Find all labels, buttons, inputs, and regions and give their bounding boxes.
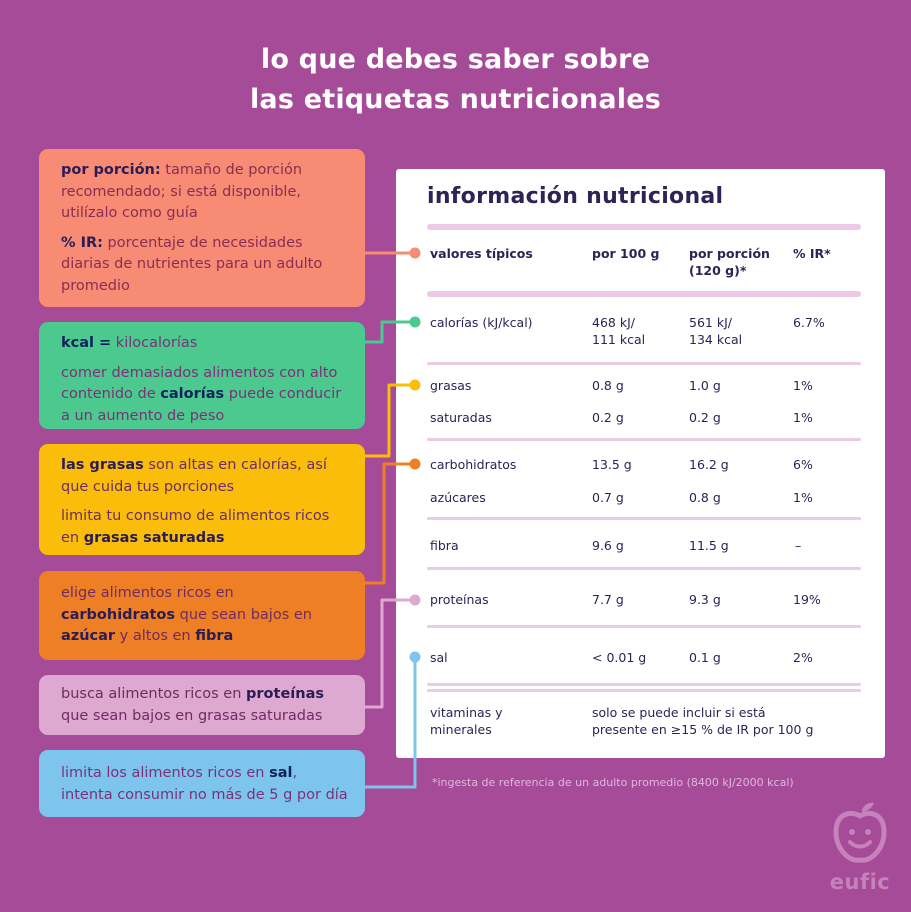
- ri-term: % IR:: [61, 234, 103, 251]
- carb-text-b: que sean bajos en: [175, 606, 312, 623]
- portion-definition: tamaño de porción recomendado; si está d…: [61, 162, 303, 221]
- row-fat-per100: 0.8 g: [592, 378, 624, 393]
- row-fibre-portion: 11.5 g: [689, 538, 729, 553]
- salt-bold: sal: [269, 765, 293, 781]
- protein-bold: proteínas: [246, 686, 324, 702]
- row-saturates-per100: 0.2 g: [592, 410, 624, 425]
- divider-after-salt-2: [427, 689, 861, 692]
- apple-smile-icon: [833, 802, 887, 863]
- row-salt-portion: 0.1 g: [689, 650, 721, 665]
- row-carbs-ri: 6%: [793, 457, 813, 472]
- row-protein-per100: 7.7 g: [592, 592, 624, 607]
- calories-per100-kj: 468 kJ/: [592, 315, 635, 330]
- logo-text: eufic: [829, 870, 891, 894]
- row-protein-portion: 9.3 g: [689, 592, 721, 607]
- row-fibre-ri: –: [795, 538, 802, 553]
- portion-info-box: por porción: tamaño de porción recomenda…: [39, 149, 365, 307]
- calories-per100-kcal: 111 kcal: [592, 332, 646, 347]
- divider-after-carbs: [427, 517, 861, 520]
- row-salt-per100: < 0.01 g: [592, 650, 647, 665]
- row-carbs-per100: 13.5 g: [592, 457, 632, 472]
- kcal-info-box: kcal = kilocalorías comer demasiados ali…: [39, 322, 365, 429]
- protein-text-a: busca alimentos ricos en: [61, 686, 247, 702]
- footnote: *ingesta de referencia de un adulto prom…: [432, 776, 794, 789]
- salt-text-a: limita los alimentos ricos en: [61, 765, 270, 781]
- row-carbs-portion: 16.2 g: [689, 457, 729, 472]
- row-saturates-ri: 1%: [793, 410, 813, 425]
- divider-after-calories: [427, 362, 861, 365]
- row-fat-label: grasas: [430, 378, 472, 393]
- divider-after-fat: [427, 438, 861, 441]
- row-salt-ri: 2%: [793, 650, 813, 665]
- vitamins-label-line1: vitaminas y: [430, 705, 503, 720]
- header-per-portion-line1: por porción: [689, 246, 770, 261]
- kcal-advice-bold: calorías: [160, 386, 225, 402]
- fat-text: son altas en calorías, así que cuida tus…: [61, 457, 327, 495]
- portion-term: por porción:: [61, 162, 161, 178]
- row-saturates-portion: 0.2 g: [689, 410, 721, 425]
- row-fat-portion: 1.0 g: [689, 378, 721, 393]
- salt-text-b: , intenta consumir no más de 5 g por día: [61, 765, 348, 803]
- fat-term: las grasas: [61, 457, 144, 473]
- row-protein-ri: 19%: [793, 592, 821, 607]
- header-divider: [427, 291, 861, 297]
- vitamins-note-line2: presente en ≥15 % de IR por 100 g: [592, 722, 814, 737]
- kcal-advice-b: puede conducir a un aumento de peso: [61, 386, 342, 424]
- row-saturates-label: saturadas: [430, 410, 492, 425]
- carb-text-a: elige alimentos ricos en: [61, 585, 234, 601]
- row-vitamins-note: solo se puede incluir si está presente e…: [592, 704, 813, 738]
- header-per-portion: por porción (120 g)*: [689, 245, 770, 279]
- kcal-term: kcal =: [61, 335, 112, 351]
- protein-info-box: busca alimentos ricos en proteínas que s…: [39, 675, 365, 735]
- fat-advice-bold: grasas saturadas: [83, 529, 225, 546]
- divider-after-protein: [427, 625, 861, 628]
- carb-bold-sugar: azúcar: [61, 628, 116, 644]
- row-sugars-label: azúcares: [430, 490, 486, 505]
- header-per-portion-line2: (120 g)*: [689, 263, 747, 278]
- vitamins-note-line1: solo se puede incluir si está: [592, 705, 766, 720]
- page-title: lo que debes saber sobre las etiquetas n…: [0, 40, 911, 120]
- carb-info-box: elige alimentos ricos en carbohidratos q…: [39, 571, 365, 660]
- row-salt-label: sal: [430, 650, 448, 665]
- carb-bold-carbs: carbohidratos: [61, 606, 176, 623]
- title-line-1: lo que debes saber sobre: [260, 44, 651, 75]
- carb-bold-fibre: fibra: [195, 628, 234, 644]
- row-fibre-per100: 9.6 g: [592, 538, 624, 553]
- header-per-100g: por 100 g: [592, 246, 660, 261]
- eufic-logo: eufic: [828, 800, 892, 900]
- row-fibre-label: fibra: [430, 538, 459, 553]
- row-calories-per100: 468 kJ/ 111 kcal: [592, 314, 645, 348]
- row-calories-portion: 561 kJ/ 134 kcal: [689, 314, 742, 348]
- protein-text-b: que sean bajos en grasas saturadas: [61, 707, 323, 724]
- calories-portion-kj: 561 kJ/: [689, 315, 732, 330]
- header-typical-values: valores típicos: [430, 246, 533, 261]
- divider-after-fibre: [427, 567, 861, 570]
- calories-portion-kcal: 134 kcal: [689, 332, 743, 347]
- carb-text-c: y altos en: [115, 628, 196, 644]
- title-line-2: las etiquetas nutricionales: [249, 84, 662, 115]
- kcal-advice-a: comer demasiados alimentos con alto cont…: [61, 364, 338, 403]
- fat-advice-a: limita tu consumo de alimentos ricos en: [61, 508, 330, 546]
- row-protein-label: proteínas: [430, 592, 489, 607]
- row-fat-ri: 1%: [793, 378, 813, 393]
- row-calories-ri: 6.7%: [793, 315, 825, 330]
- row-vitamins-label: vitaminas y minerales: [430, 704, 503, 738]
- salt-info-box: limita los alimentos ricos en sal, inten…: [39, 750, 365, 817]
- fat-info-box: las grasas son altas en calorías, así qu…: [39, 444, 365, 555]
- ri-definition: porcentaje de necesidades diarias de nut…: [61, 234, 323, 294]
- panel-title: información nutricional: [427, 184, 724, 209]
- row-calories-label: calorías (kJ/kcal): [430, 315, 533, 330]
- kcal-definition: kilocalorías: [111, 335, 198, 351]
- row-sugars-per100: 0.7 g: [592, 490, 624, 505]
- row-carbs-label: carbohidratos: [430, 457, 517, 472]
- row-sugars-ri: 1%: [793, 490, 813, 505]
- row-sugars-portion: 0.8 g: [689, 490, 721, 505]
- header-ri: % IR*: [793, 246, 831, 261]
- vitamins-label-line2: minerales: [430, 722, 492, 737]
- panel-divider-top: [427, 224, 861, 230]
- divider-after-salt-1: [427, 683, 861, 686]
- nutrition-label-panel: información nutricional valores típicos …: [396, 169, 885, 758]
